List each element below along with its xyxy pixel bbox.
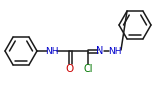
Text: NH: NH [108,47,122,55]
Text: Cl: Cl [83,64,93,74]
Text: O: O [66,64,74,74]
Text: N: N [96,46,104,56]
Text: NH: NH [45,47,59,55]
